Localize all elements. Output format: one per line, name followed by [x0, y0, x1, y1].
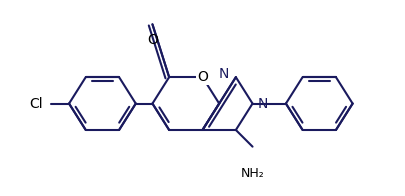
Text: N: N: [258, 97, 269, 111]
Text: O: O: [197, 70, 208, 84]
Text: NH₂: NH₂: [241, 167, 264, 180]
Text: Cl: Cl: [29, 97, 43, 111]
Text: O: O: [147, 33, 158, 47]
Text: N: N: [219, 67, 229, 81]
